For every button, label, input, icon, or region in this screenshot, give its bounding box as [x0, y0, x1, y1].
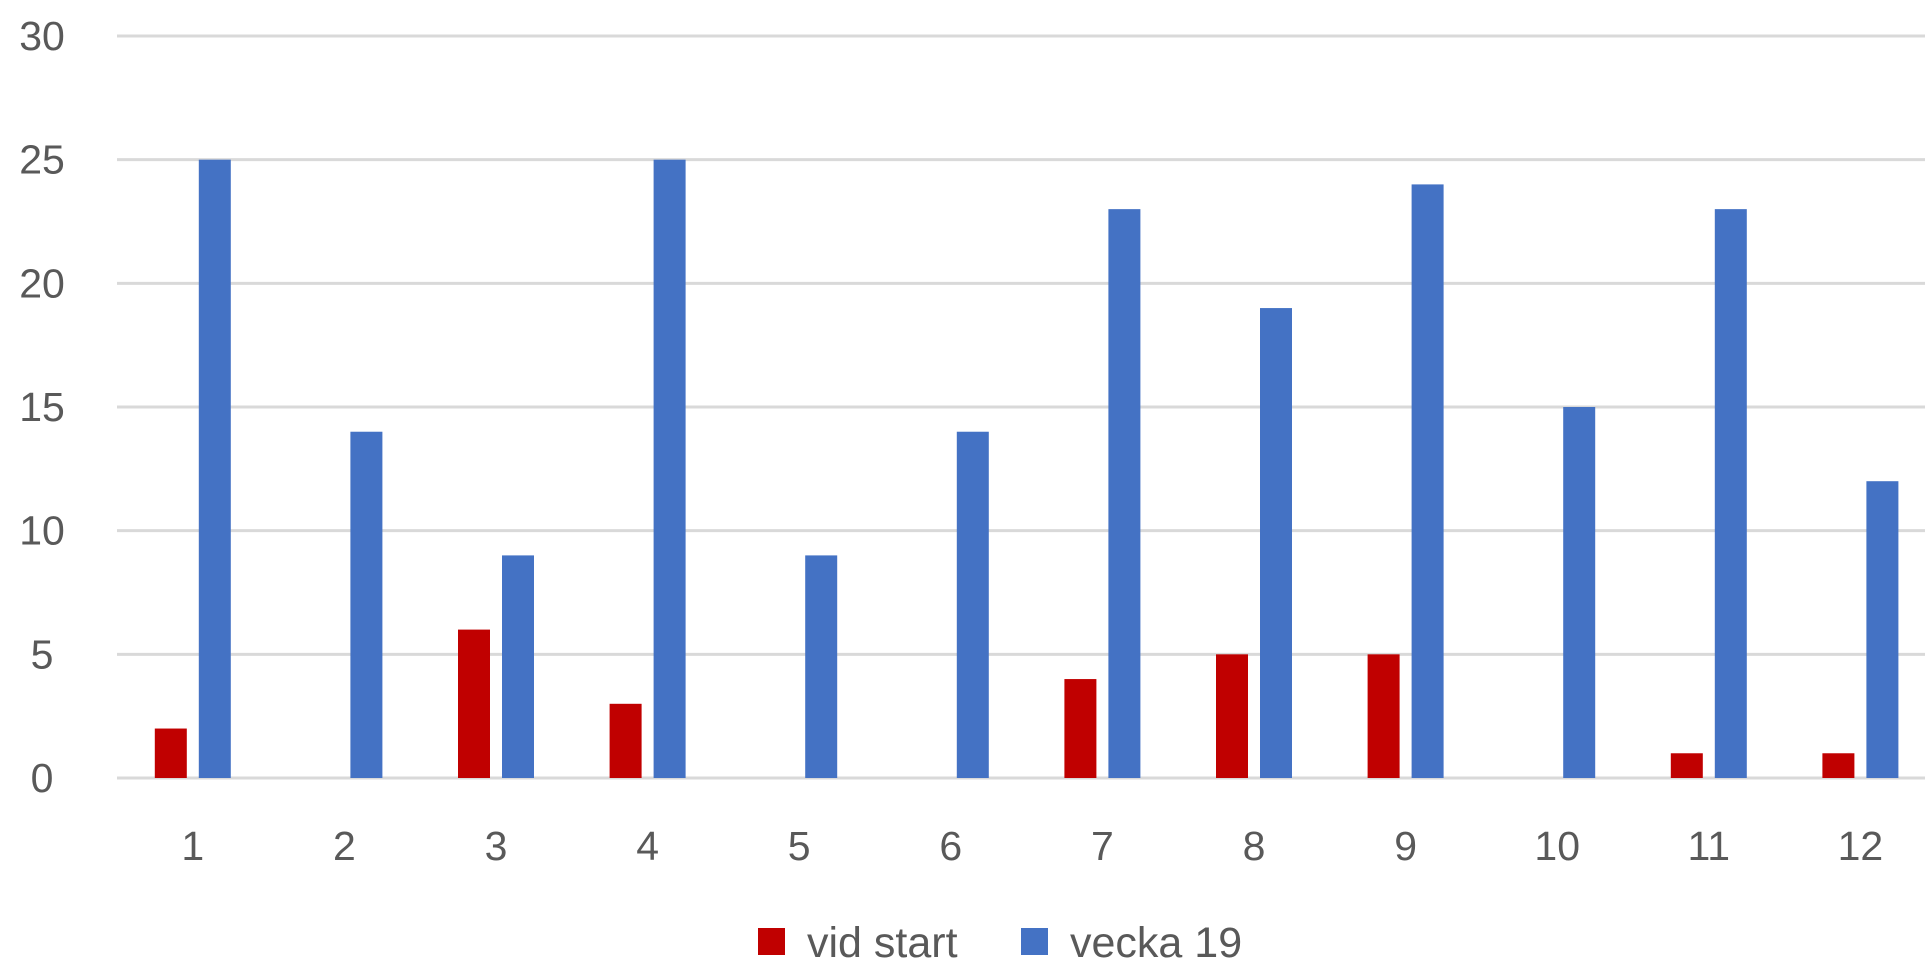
y-tick-label: 15 [19, 384, 65, 430]
y-tick-label: 20 [19, 260, 65, 306]
bar-vecka-19 [1866, 481, 1899, 778]
y-axis-tick-labels: 0 5 10 15 20 25 30 [19, 13, 65, 801]
bar-vecka-19 [805, 555, 838, 778]
bar-vecka-19 [956, 431, 989, 778]
bar-vecka-19 [1714, 209, 1747, 779]
bar-vid-start [1670, 753, 1703, 778]
bar-vid-start [1216, 654, 1248, 778]
y-tick-label: 30 [19, 13, 65, 59]
x-tick-label: 1 [181, 823, 204, 869]
bar-vecka-19 [198, 159, 231, 778]
x-tick-label: 9 [1394, 823, 1417, 869]
gridlines [117, 34, 1925, 780]
y-tick-label: 5 [31, 631, 54, 677]
bar-vecka-19 [350, 431, 383, 778]
x-tick-label: 7 [1091, 823, 1114, 869]
bar-vid-start [458, 629, 490, 778]
x-tick-label: 10 [1534, 823, 1580, 869]
bar-vecka-19 [1108, 209, 1141, 779]
legend-label: vid start [807, 919, 958, 967]
y-tick-label: 25 [19, 137, 65, 183]
bar-vid-start [609, 703, 642, 778]
bar-vid-start [1822, 753, 1855, 778]
x-tick-label: 4 [636, 823, 659, 869]
legend-swatch [758, 928, 785, 955]
bar-vecka-19 [502, 555, 534, 778]
bar-vecka-19 [653, 159, 686, 778]
x-tick-label: 8 [1243, 823, 1266, 869]
x-tick-label: 3 [485, 823, 508, 869]
y-tick-label: 0 [31, 755, 54, 801]
bar-vecka-19 [1411, 184, 1444, 778]
legend: vid start vecka 19 [758, 919, 1242, 967]
x-tick-label: 5 [788, 823, 811, 869]
x-tick-label: 11 [1688, 823, 1731, 869]
bar-vid-start [1064, 679, 1097, 778]
x-tick-label: 6 [939, 823, 962, 869]
bars [154, 159, 1899, 779]
x-tick-label: 12 [1838, 823, 1884, 869]
y-tick-label: 10 [19, 508, 65, 554]
bar-vecka-19 [1563, 407, 1596, 778]
x-axis-tick-labels: 1 2 3 4 5 6 7 8 9 10 11 12 [181, 823, 1883, 869]
bar-vecka-19 [1260, 308, 1292, 778]
legend-swatch [1021, 928, 1048, 955]
x-tick-label: 2 [333, 823, 356, 869]
bar-vid-start [154, 728, 187, 778]
legend-label: vecka 19 [1070, 919, 1242, 967]
bar-vid-start [1367, 654, 1400, 778]
